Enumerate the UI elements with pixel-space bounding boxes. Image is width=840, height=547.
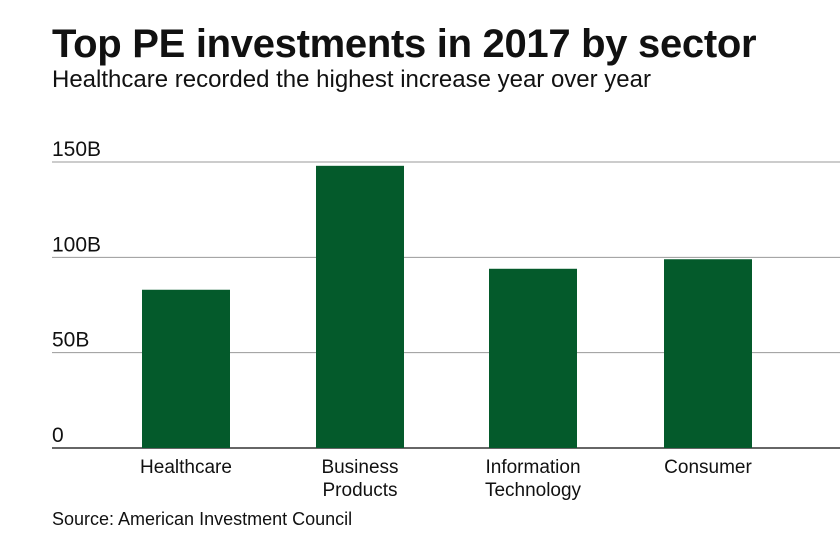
bar xyxy=(489,268,577,448)
bars xyxy=(142,165,752,448)
x-category-label: Healthcare xyxy=(140,457,232,478)
bar xyxy=(664,259,752,448)
x-axis-category-labels: Healthcare Business Products Information Tec… xyxy=(140,457,752,501)
source-note: Source: American Investment Council xyxy=(52,509,353,529)
x-category-label: Information Technology xyxy=(485,457,582,501)
x-category-label: Business Products xyxy=(321,457,398,501)
y-tick-label: 100B xyxy=(52,233,101,256)
chart-subtitle: Healthcare recorded the highest increase… xyxy=(52,66,651,93)
y-axis-tick-labels: 0 50B 100B 150B xyxy=(52,138,101,447)
y-tick-label: 50B xyxy=(52,329,89,352)
bar xyxy=(316,165,404,448)
chart-title: Top PE investments in 2017 by sector xyxy=(52,22,757,66)
y-tick-label: 0 xyxy=(52,424,64,447)
x-category-label: Consumer xyxy=(664,457,752,478)
bar xyxy=(142,289,230,448)
y-tick-label: 150B xyxy=(52,138,101,161)
